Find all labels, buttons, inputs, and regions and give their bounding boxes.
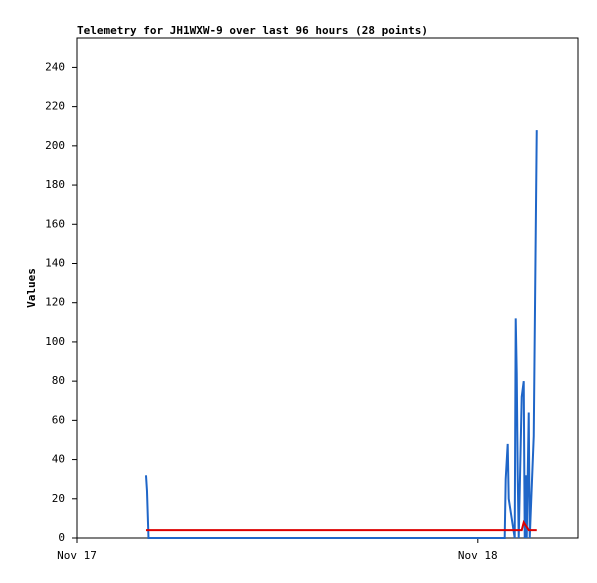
- y-tick-label: 20: [52, 492, 65, 505]
- y-tick-label: 120: [45, 296, 65, 309]
- y-tick-label: 80: [52, 374, 65, 387]
- y-tick-label: 100: [45, 335, 65, 348]
- chart-title: Telemetry for JH1WXW-9 over last 96 hour…: [77, 24, 428, 37]
- y-tick-label: 200: [45, 139, 65, 152]
- y-tick-label: 0: [58, 531, 65, 544]
- x-tick-label: Nov 18: [458, 549, 498, 562]
- y-tick-label: 140: [45, 256, 65, 269]
- y-tick-label: 60: [52, 413, 65, 426]
- y-tick-label: 180: [45, 178, 65, 191]
- y-tick-label: 220: [45, 100, 65, 113]
- y-tick-label: 160: [45, 217, 65, 230]
- x-tick-label: Nov 17: [57, 549, 97, 562]
- data-line: [144, 130, 538, 539]
- y-tick-label: 240: [45, 60, 65, 73]
- y-tick-label: 40: [52, 453, 65, 466]
- y-axis-label: Values: [25, 268, 38, 308]
- data-line: [145, 519, 537, 532]
